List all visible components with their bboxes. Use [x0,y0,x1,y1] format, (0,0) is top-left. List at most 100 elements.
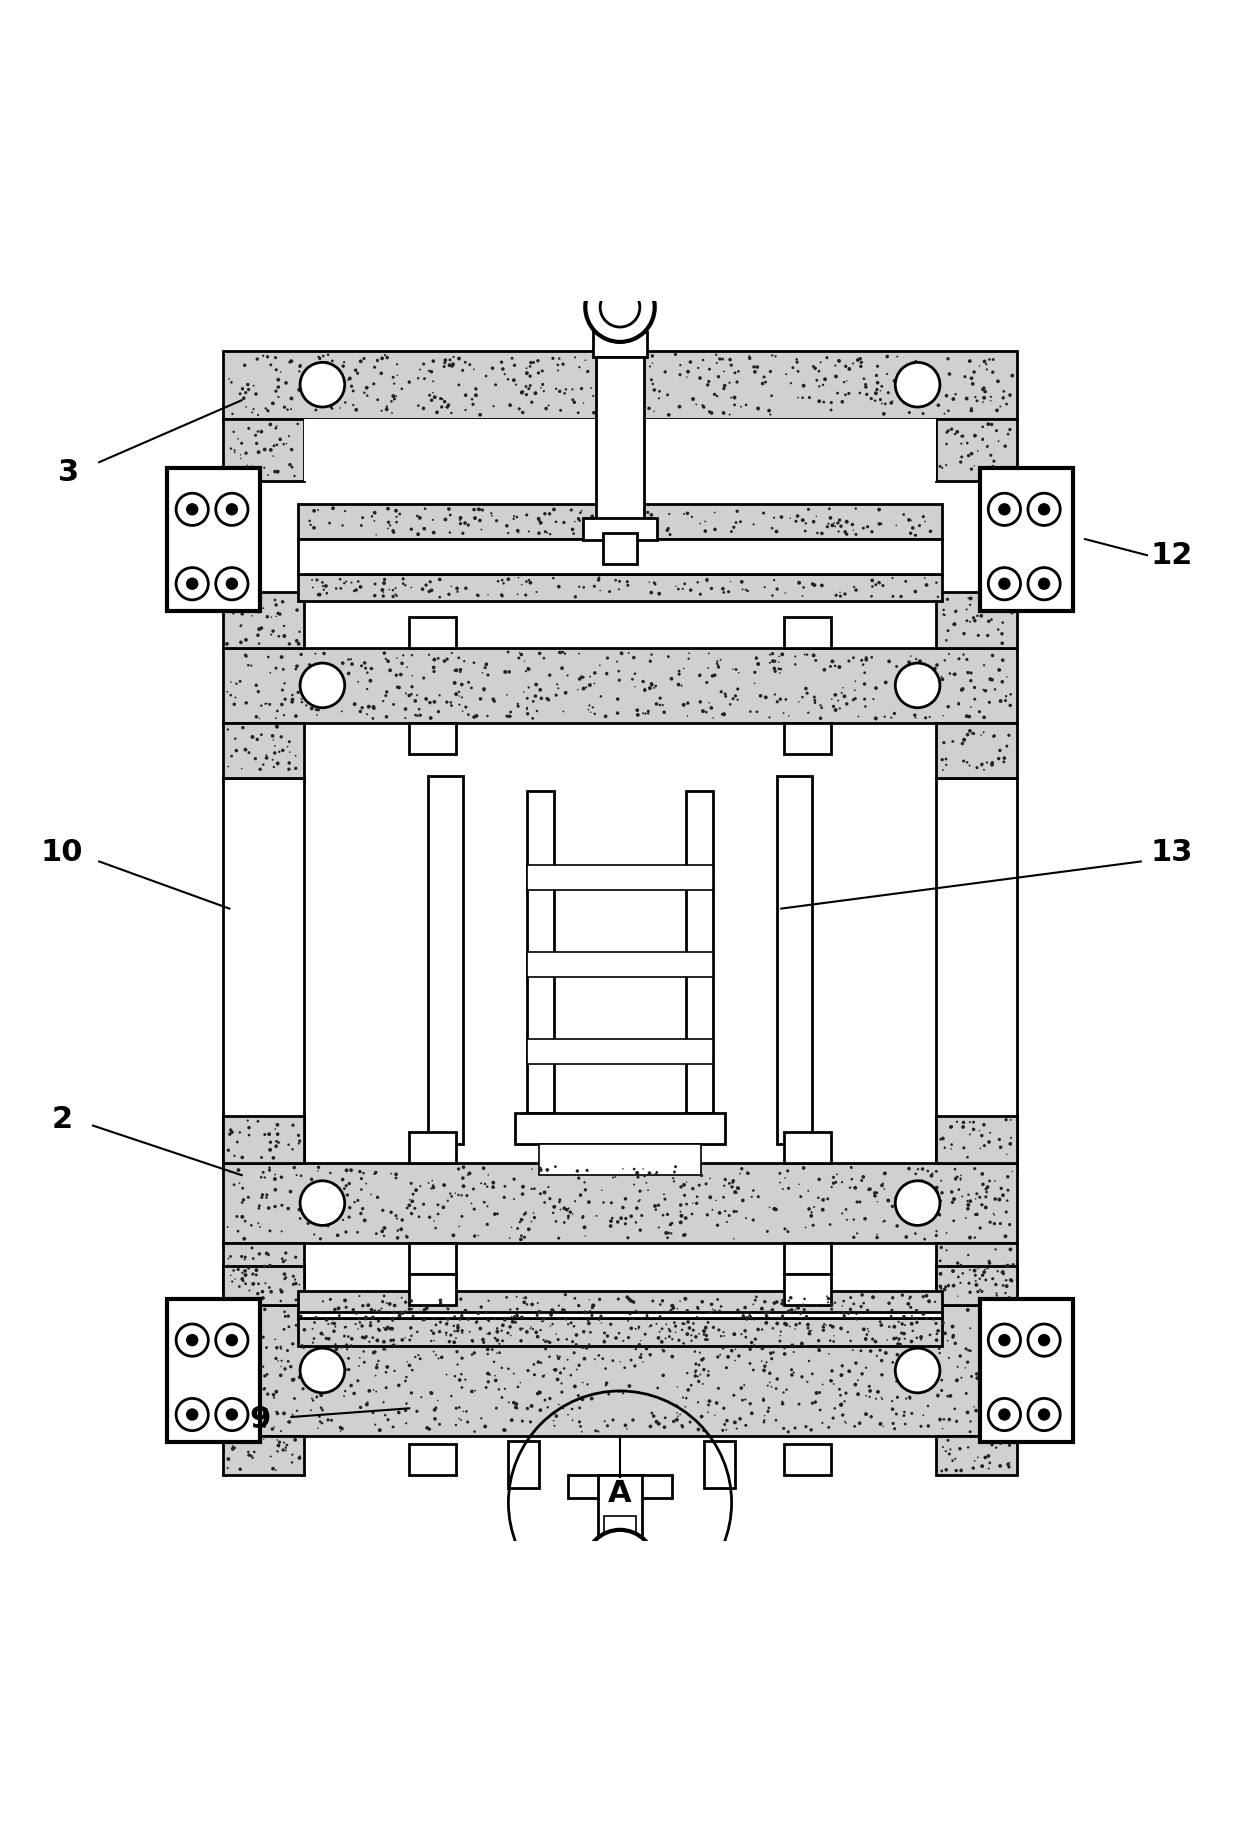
Point [694,1416,714,1446]
Point [836,1195,856,1225]
Point [781,1284,801,1313]
Point [436,1319,456,1348]
Point [487,1313,507,1343]
Point [273,1435,293,1464]
Point [947,1365,967,1394]
Point [831,582,851,612]
Point [708,1284,728,1313]
Point [591,1302,611,1332]
Point [947,1249,967,1278]
Point [760,400,780,429]
Point [330,381,350,411]
Point [284,1269,304,1299]
Point [279,1129,299,1159]
Point [833,1400,853,1429]
Point [605,341,625,370]
Point [279,728,299,757]
Point [608,685,627,715]
Point [439,1326,459,1356]
Point [677,499,697,529]
Point [594,391,614,420]
Point [694,1317,714,1347]
Point [981,665,1001,694]
Point [877,359,897,389]
Point [967,437,987,466]
Point [817,512,837,542]
Point [366,1376,386,1405]
Bar [936,1243,1017,1291]
Point [311,1186,331,1216]
Point [980,687,999,717]
Point [655,357,675,387]
Point [334,348,353,378]
Point [905,1159,925,1188]
Point [920,702,940,731]
Point [377,1313,397,1343]
Point [978,1440,998,1470]
Bar [784,1444,831,1475]
Point [424,645,444,674]
Point [887,1367,906,1396]
Point [916,1304,936,1334]
Point [573,1369,593,1398]
Point [636,1334,656,1363]
Point [502,1405,522,1435]
Point [755,1402,775,1431]
Point [942,1177,962,1207]
Point [874,1207,894,1236]
Point [833,1299,853,1328]
Point [725,357,745,387]
Point [422,1326,441,1356]
Circle shape [895,663,940,707]
Point [255,1374,275,1404]
Point [247,724,267,753]
Point [805,687,825,717]
Point [873,1385,893,1415]
Point [955,363,975,392]
Point [312,669,332,698]
Point [805,354,825,383]
Bar [167,468,260,612]
Point [879,1289,899,1319]
Point [267,1334,286,1363]
Point [500,702,520,731]
Point [702,573,722,602]
Point [996,1265,1016,1295]
Point [688,354,708,383]
Point [973,674,993,704]
Point [931,1457,951,1486]
Point [396,1221,415,1251]
Point [315,1374,335,1404]
Point [453,1343,472,1372]
Point [248,1308,268,1337]
Point [630,505,650,534]
Point [645,569,665,599]
Point [422,1378,441,1407]
Point [965,1256,985,1286]
Point [901,1372,921,1402]
Point [810,1378,830,1407]
Point [904,348,924,378]
Point [246,420,265,449]
Point [495,1172,515,1201]
Point [993,1271,1013,1300]
Point [272,1347,291,1376]
Point [428,643,448,672]
Point [231,1455,250,1485]
Point [227,669,247,698]
Point [758,1302,777,1332]
Point [775,1339,795,1369]
Point [697,1201,717,1230]
Point [309,580,329,610]
Point [392,1205,412,1234]
Point [727,654,746,683]
Point [866,378,885,407]
Point [769,641,789,670]
Point [259,1273,279,1302]
Point [304,495,324,525]
Point [272,643,291,672]
Point [737,1304,756,1334]
Point [322,674,342,704]
Point [475,1170,495,1199]
Point [274,1247,294,1277]
